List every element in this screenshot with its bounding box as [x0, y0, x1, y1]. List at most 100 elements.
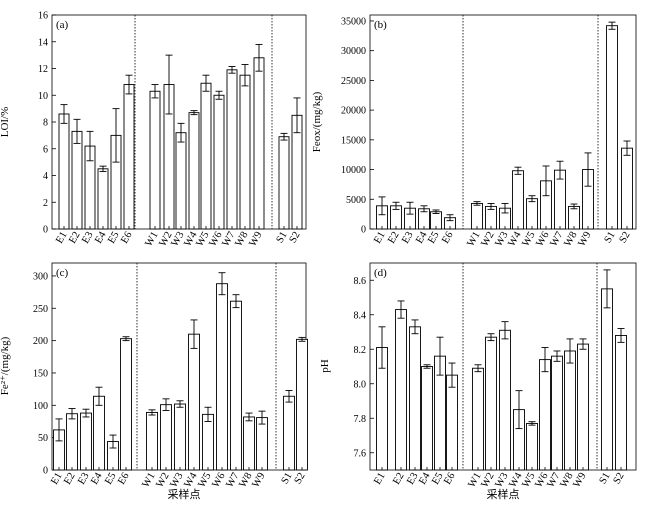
- y-tick-label: 8: [43, 118, 48, 129]
- bar: [175, 132, 187, 230]
- x-tick-label: S2: [612, 471, 627, 486]
- y-tick-label: 0: [43, 466, 48, 477]
- x-tick-label: E3: [400, 230, 415, 246]
- x-tick-label: W5: [196, 471, 213, 490]
- x-tick-label: E2: [386, 230, 401, 246]
- bar: [253, 57, 265, 230]
- x-tick-label: W4: [182, 470, 199, 489]
- bar: [93, 395, 105, 471]
- panel-b-label: (b): [374, 19, 387, 31]
- x-tick-label: W2: [479, 230, 496, 249]
- y-tick-label: 8.6: [354, 276, 367, 287]
- bar: [395, 309, 407, 471]
- x-tick-label: W5: [520, 230, 537, 249]
- x-tick-label: W3: [168, 471, 185, 490]
- bar: [216, 283, 228, 471]
- x-tick-label: E2: [62, 471, 77, 487]
- x-tick-label: E4: [93, 229, 109, 245]
- y-tick-label: 16: [38, 11, 48, 22]
- y-tick-label: 30000: [341, 46, 366, 57]
- x-tick-label: E3: [405, 471, 420, 487]
- panel-c-label: (c): [56, 267, 69, 279]
- bar: [123, 84, 135, 230]
- x-tick-label: W7: [548, 230, 565, 249]
- y-tick-label: 300: [33, 271, 48, 282]
- panel-b-feox: (b) Feox/(mg/kg) 0 5000 10000 15000 20000 250…: [311, 14, 637, 249]
- y-tick-label: 10: [38, 91, 48, 102]
- x-tick-label: W6: [534, 230, 551, 249]
- bar: [485, 336, 497, 471]
- y-tick-label: 20000: [341, 106, 366, 117]
- x-tick-label: E1: [372, 230, 387, 246]
- bar: [226, 69, 238, 230]
- bar: [512, 170, 524, 230]
- y-tick-label: 4: [43, 171, 48, 182]
- x-tick-label: E1: [54, 230, 69, 246]
- x-tick-label: W4: [506, 229, 523, 248]
- bar: [577, 343, 589, 471]
- x-tick-label: E6: [442, 471, 457, 487]
- x-tick-label: W6: [210, 471, 227, 490]
- plot-frame: [369, 14, 637, 230]
- y-tick-label: 7.6: [354, 448, 367, 459]
- y-tick-label: 50: [38, 433, 48, 444]
- bar: [471, 202, 483, 230]
- x-tick-label: S2: [288, 230, 303, 245]
- y-tick-label: 8.4: [354, 310, 367, 321]
- bar: [615, 335, 627, 471]
- bar: [174, 403, 186, 471]
- x-tick-label: W1: [140, 471, 157, 490]
- x-tick-label: W2: [479, 471, 496, 490]
- bar: [230, 300, 242, 471]
- bar: [568, 205, 580, 230]
- panel-d-ph: (d) pH 采样点 7.6 7.8 8.0 8.2 8.4 8.6 E1 E2E3E4E5E…: [319, 262, 637, 501]
- bar: [256, 417, 268, 471]
- y-tick-label: 8.2: [354, 345, 367, 356]
- y-tick-label: 150: [33, 368, 48, 379]
- bar: [120, 338, 132, 471]
- y-tick-label: 10000: [341, 165, 366, 176]
- bar: [71, 130, 83, 230]
- bar: [421, 366, 433, 471]
- y-tick-label: 100: [33, 401, 48, 412]
- bar: [80, 412, 92, 471]
- x-tick-label: E2: [67, 230, 82, 246]
- x-tick-label: E5: [430, 471, 445, 487]
- bar: [58, 113, 70, 230]
- y-tick-label: 2: [43, 198, 48, 209]
- x-tick-label: E6: [119, 230, 134, 246]
- panel-d-ylabel: pH: [319, 359, 331, 373]
- x-tick-label: E6: [440, 230, 455, 246]
- x-tick-label: W1: [143, 230, 160, 249]
- bar: [526, 422, 538, 471]
- y-tick-label: 7.8: [354, 414, 367, 425]
- x-tick-label: S1: [280, 471, 295, 486]
- x-tick-label: S1: [598, 471, 613, 486]
- x-tick-label: S2: [618, 230, 633, 245]
- x-tick-label: W9: [576, 230, 593, 249]
- x-tick-label: W9: [250, 471, 267, 490]
- y-tick-label: 250: [33, 304, 48, 315]
- bar: [66, 413, 78, 471]
- x-tick-label: E5: [106, 230, 121, 246]
- panel-a-label: (a): [56, 19, 69, 31]
- bar: [239, 74, 251, 230]
- bar: [243, 416, 255, 471]
- bar: [526, 198, 538, 230]
- x-tick-label: W8: [562, 230, 579, 249]
- bar: [446, 374, 458, 471]
- x-tick-label: W9: [571, 471, 588, 490]
- bar: [149, 90, 161, 230]
- bar: [213, 94, 225, 230]
- bar: [200, 82, 212, 230]
- bar: [551, 355, 563, 471]
- bar: [472, 367, 484, 471]
- x-tick-label: W8: [233, 230, 250, 249]
- panel-d-xlabel: 采样点: [487, 487, 520, 501]
- x-tick-label: E2: [391, 471, 406, 487]
- x-tick-label: E4: [417, 470, 433, 486]
- bar: [160, 404, 172, 471]
- bar: [296, 338, 308, 471]
